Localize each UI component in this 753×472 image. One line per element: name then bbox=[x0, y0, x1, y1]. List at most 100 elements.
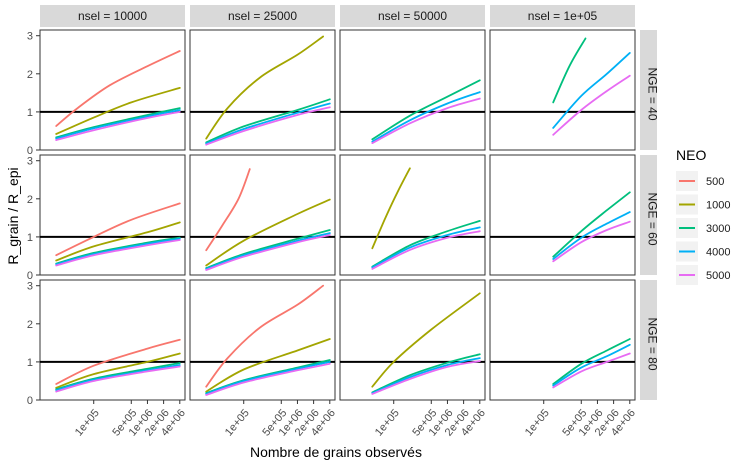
series-line-neo-5000 bbox=[552, 74, 631, 136]
series-line-neo-4000 bbox=[552, 343, 631, 387]
series-line-neo-5000 bbox=[55, 239, 181, 267]
panel-frame bbox=[189, 29, 336, 151]
series-line-neo-3000 bbox=[552, 338, 631, 385]
series-line-neo-4000 bbox=[55, 364, 181, 391]
series-line-neo-5000 bbox=[205, 106, 331, 146]
legend-label: 3000 bbox=[706, 223, 730, 235]
y-tick-label: 2 bbox=[27, 194, 33, 206]
series-line-neo-5000 bbox=[552, 220, 631, 263]
series-line-neo-5000 bbox=[371, 360, 481, 395]
series-line-neo-1000 bbox=[371, 167, 411, 250]
facet-panel bbox=[189, 279, 336, 401]
series-line-neo-1000 bbox=[371, 292, 481, 388]
row-strip-background bbox=[640, 155, 657, 275]
column-strip-background bbox=[40, 5, 185, 27]
facet-panel bbox=[39, 154, 186, 276]
series-line-neo-1000 bbox=[55, 87, 181, 135]
panel-frame bbox=[489, 29, 636, 151]
column-strip: nsel = 25000 bbox=[190, 5, 335, 27]
panel-frame bbox=[339, 154, 486, 276]
y-tick-label: 3 bbox=[27, 156, 33, 168]
series-line-neo-4000 bbox=[371, 226, 481, 269]
row-strip: NGE = 60 bbox=[640, 155, 660, 275]
facet-panel bbox=[189, 29, 336, 151]
column-strip-label: nsel = 1e+05 bbox=[528, 9, 598, 23]
series-line-neo-3000 bbox=[55, 107, 181, 139]
series-line-neo-4000 bbox=[205, 232, 331, 270]
row-strip: NGE = 80 bbox=[640, 280, 660, 400]
y-tick-label: 0 bbox=[27, 145, 33, 157]
legend-label: 500 bbox=[706, 176, 724, 188]
series-line-neo-1000 bbox=[55, 352, 181, 389]
series-line-neo-4000 bbox=[552, 52, 631, 129]
series-line-neo-3000 bbox=[552, 191, 631, 258]
y-tick-label: 2 bbox=[27, 69, 33, 81]
y-tick-label: 1 bbox=[27, 232, 33, 244]
series-line-neo-3000 bbox=[371, 79, 481, 141]
series-line-neo-3000 bbox=[371, 220, 481, 268]
legend-item: 3000 bbox=[676, 218, 730, 238]
series-line-neo-500 bbox=[55, 202, 181, 257]
series-line-neo-5000 bbox=[55, 111, 181, 141]
series-line-neo-4000 bbox=[55, 237, 181, 266]
column-strip-background bbox=[340, 5, 485, 27]
column-strip-label: nsel = 25000 bbox=[228, 9, 297, 23]
series-line-neo-4000 bbox=[371, 357, 481, 394]
series-line-neo-1000 bbox=[205, 198, 331, 267]
series-line-neo-4000 bbox=[205, 102, 331, 145]
facet-panel bbox=[189, 154, 336, 276]
legend-item: 500 bbox=[676, 171, 724, 191]
series-line-neo-3000 bbox=[552, 37, 587, 104]
facet-panel bbox=[489, 154, 636, 276]
legend-label: 5000 bbox=[706, 270, 730, 282]
series-line-neo-5000 bbox=[55, 365, 181, 393]
column-strip: nsel = 1e+05 bbox=[490, 5, 635, 27]
y-tick-label: 0 bbox=[27, 270, 33, 282]
y-tick-label: 1 bbox=[27, 107, 33, 119]
row-strip: NGE = 40 bbox=[640, 30, 660, 150]
row-strip-label: NGE = 60 bbox=[646, 192, 660, 245]
facet-panel bbox=[489, 29, 636, 151]
panel-frame bbox=[339, 279, 486, 401]
row-strip-background bbox=[640, 280, 657, 400]
series-line-neo-4000 bbox=[55, 109, 181, 140]
y-tick-label: 3 bbox=[27, 281, 33, 293]
y-axis-title: R_grain / R_epi bbox=[5, 167, 21, 264]
y-tick-label: 2 bbox=[27, 319, 33, 331]
series-line-neo-500 bbox=[205, 284, 324, 388]
series-line-neo-3000 bbox=[371, 353, 481, 394]
y-tick-label: 0 bbox=[27, 395, 33, 407]
series-line-neo-3000 bbox=[55, 236, 181, 265]
legend: NEO 500 1000 3000 4000 5000 bbox=[676, 147, 730, 285]
facet-panel bbox=[339, 154, 486, 276]
series-line-neo-1000 bbox=[205, 35, 324, 140]
legend-item: 5000 bbox=[676, 265, 730, 285]
column-strip-label: nsel = 50000 bbox=[378, 9, 447, 23]
column-strip-background bbox=[190, 5, 335, 27]
column-strip-background bbox=[490, 5, 635, 27]
panel-frame bbox=[39, 154, 186, 276]
series-line-neo-5000 bbox=[371, 230, 481, 270]
series-line-neo-1000 bbox=[55, 221, 181, 262]
series-line-neo-3000 bbox=[205, 98, 331, 144]
row-strip-label: NGE = 40 bbox=[646, 67, 660, 120]
series-line-neo-5000 bbox=[205, 362, 331, 396]
facet-panel bbox=[339, 29, 486, 151]
series-line-neo-4000 bbox=[552, 211, 631, 260]
y-tick-label: 3 bbox=[27, 31, 33, 43]
y-tick-label: 1 bbox=[27, 357, 33, 369]
legend-label: 4000 bbox=[706, 247, 730, 259]
panel-frame bbox=[339, 29, 486, 151]
legend-title: NEO bbox=[676, 147, 706, 163]
legend-item: 1000 bbox=[676, 194, 730, 215]
column-strip: nsel = 50000 bbox=[340, 5, 485, 27]
panels-layer bbox=[39, 29, 636, 401]
x-axis-title: Nombre de grains observés bbox=[250, 444, 422, 460]
column-strip-label: nsel = 10000 bbox=[78, 9, 147, 23]
panel-frame bbox=[189, 154, 336, 276]
legend-item: 4000 bbox=[676, 241, 730, 262]
series-line-neo-500 bbox=[55, 50, 181, 127]
panel-frame bbox=[489, 154, 636, 276]
